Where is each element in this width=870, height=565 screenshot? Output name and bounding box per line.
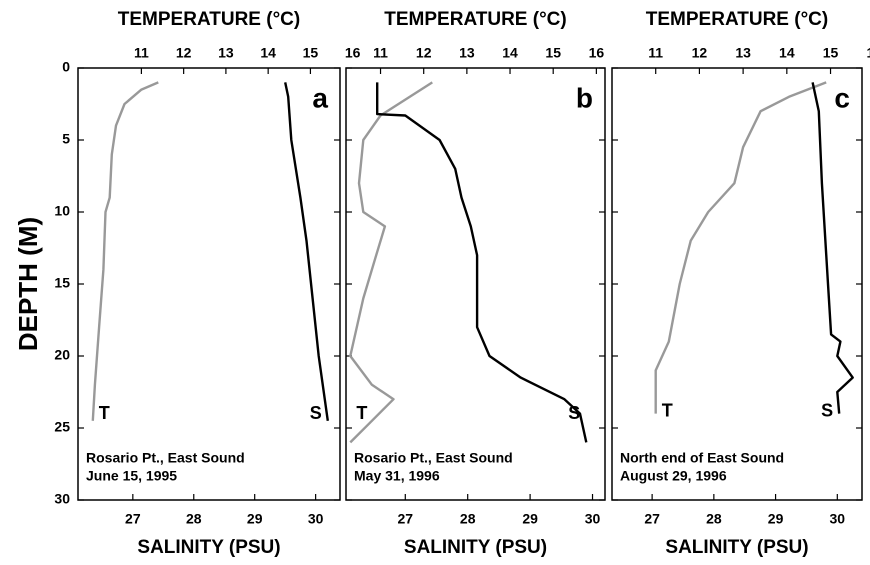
panel-letter: a — [312, 82, 328, 113]
y-tick-label: 25 — [54, 419, 70, 435]
profile-line — [349, 81, 433, 444]
x2-tick-label: 12 — [692, 45, 708, 61]
series-label: S — [568, 403, 580, 423]
date-note: August 29, 1996 — [620, 468, 727, 484]
x2-tick-label: 11 — [134, 45, 149, 61]
x2-axis-label: TEMPERATURE (°C) — [118, 9, 300, 30]
x-tick-label: 27 — [398, 511, 414, 527]
profile-line — [811, 82, 854, 414]
x2-tick-label: 16 — [589, 45, 605, 61]
x2-tick-label: 13 — [459, 45, 475, 61]
series-label: S — [821, 400, 833, 420]
x2-tick-label: 13 — [735, 45, 751, 61]
y-tick-label: 30 — [54, 491, 70, 507]
series-label: S — [310, 403, 322, 423]
x2-axis-label: TEMPERATURE (°C) — [384, 9, 566, 30]
series-label: T — [662, 400, 673, 420]
x-tick-label: 29 — [522, 511, 538, 527]
x-tick-label: 28 — [460, 511, 476, 527]
x2-tick-label: 13 — [218, 45, 234, 61]
x-tick-label: 27 — [125, 511, 141, 527]
x-tick-label: 30 — [308, 511, 324, 527]
location-note: Rosario Pt., East Sound — [86, 450, 245, 466]
date-note: June 15, 1995 — [86, 468, 177, 484]
x-tick-label: 29 — [247, 511, 263, 527]
x2-tick-label: 14 — [260, 45, 276, 61]
y-axis-label: DEPTH (M) — [13, 217, 43, 351]
x-tick-label: 30 — [585, 511, 601, 527]
y-tick-label: 5 — [62, 131, 70, 147]
x2-axis-label: TEMPERATURE (°C) — [646, 9, 828, 30]
x2-tick-label: 14 — [502, 45, 518, 61]
plot-frame — [611, 67, 863, 501]
x2-tick-label: 15 — [545, 45, 561, 61]
plot-frame — [345, 67, 606, 501]
date-note: May 31, 1996 — [354, 468, 440, 484]
x-tick-label: 28 — [186, 511, 202, 527]
x2-tick-label: 11 — [373, 45, 388, 61]
x2-tick-label: 16 — [345, 45, 361, 61]
profile-line — [91, 81, 159, 421]
profile-line — [284, 82, 329, 421]
series-label: T — [356, 403, 367, 423]
series-label: T — [99, 403, 110, 423]
panel-letter: c — [834, 82, 850, 113]
x-axis-label: SALINITY (PSU) — [404, 537, 547, 558]
x-tick-label: 27 — [644, 511, 660, 527]
plot-frame — [77, 67, 341, 501]
x2-tick-label: 15 — [303, 45, 319, 61]
x-tick-label: 28 — [706, 511, 722, 527]
x-axis-label: SALINITY (PSU) — [137, 537, 280, 558]
y-tick-label: 15 — [54, 275, 70, 291]
x-axis-label: SALINITY (PSU) — [665, 537, 808, 558]
location-note: North end of East Sound — [620, 450, 784, 466]
profile-line — [654, 81, 827, 414]
x2-tick-label: 15 — [823, 45, 839, 61]
y-tick-label: 0 — [62, 59, 70, 75]
x2-tick-label: 14 — [779, 45, 795, 61]
y-tick-label: 10 — [54, 203, 70, 219]
x2-tick-label: 11 — [648, 45, 663, 61]
x2-tick-label: 16 — [866, 45, 870, 61]
panel-letter: b — [576, 82, 593, 113]
x-tick-label: 30 — [830, 511, 846, 527]
profile-line — [376, 82, 588, 443]
location-note: Rosario Pt., East Sound — [354, 450, 513, 466]
x2-tick-label: 12 — [176, 45, 192, 61]
x-tick-label: 29 — [768, 511, 784, 527]
x2-tick-label: 12 — [416, 45, 432, 61]
y-tick-label: 20 — [54, 347, 70, 363]
